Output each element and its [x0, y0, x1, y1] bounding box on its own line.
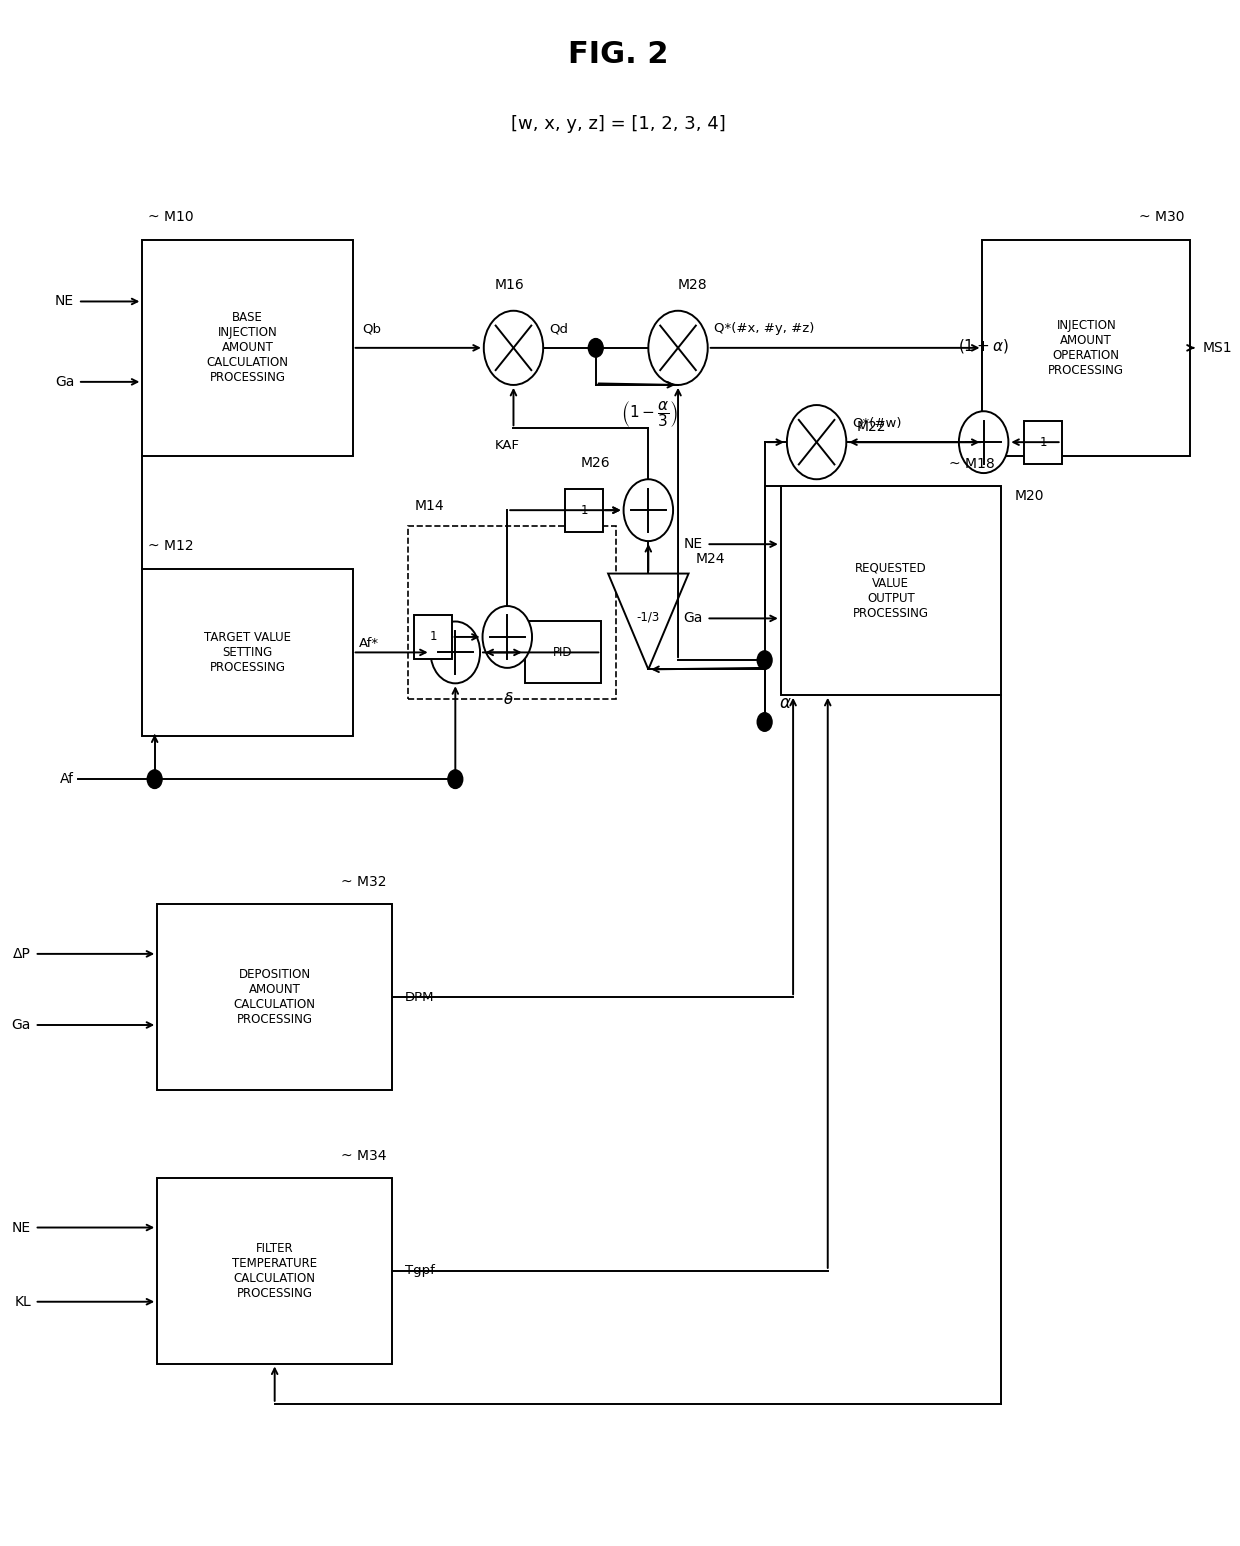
- Text: Q*(#x, #y, #z): Q*(#x, #y, #z): [714, 323, 815, 335]
- Text: ~ M34: ~ M34: [341, 1149, 386, 1163]
- Text: 1: 1: [580, 504, 588, 516]
- Text: M22: M22: [856, 421, 885, 434]
- Text: Af*: Af*: [358, 637, 379, 649]
- Text: Ga: Ga: [683, 611, 703, 626]
- Text: FIG. 2: FIG. 2: [568, 40, 668, 68]
- Circle shape: [959, 411, 1008, 473]
- Polygon shape: [608, 574, 688, 669]
- Circle shape: [588, 339, 603, 357]
- Text: 1: 1: [1039, 436, 1047, 448]
- Circle shape: [758, 713, 773, 731]
- Circle shape: [430, 621, 480, 683]
- Text: M20: M20: [1014, 489, 1044, 502]
- Bar: [565, 489, 603, 532]
- Circle shape: [448, 770, 463, 788]
- Text: ~ M30: ~ M30: [1138, 210, 1184, 224]
- Bar: [1024, 421, 1061, 464]
- Text: M24: M24: [696, 552, 725, 566]
- Text: $\alpha$: $\alpha$: [780, 694, 792, 713]
- Text: Ga: Ga: [55, 374, 74, 390]
- Text: Qb: Qb: [362, 323, 382, 335]
- Text: MS1: MS1: [1203, 340, 1233, 356]
- Text: NE: NE: [55, 294, 74, 309]
- Circle shape: [482, 606, 532, 668]
- Bar: [982, 240, 1190, 456]
- Text: BASE
INJECTION
AMOUNT
CALCULATION
PROCESSING: BASE INJECTION AMOUNT CALCULATION PROCES…: [206, 311, 289, 385]
- Text: DEPOSITION
AMOUNT
CALCULATION
PROCESSING: DEPOSITION AMOUNT CALCULATION PROCESSING: [233, 968, 316, 1027]
- Bar: [143, 240, 352, 456]
- Text: Ga: Ga: [11, 1017, 31, 1033]
- Text: M26: M26: [580, 456, 610, 470]
- Bar: [157, 1178, 392, 1364]
- Bar: [157, 904, 392, 1090]
- Text: INJECTION
AMOUNT
OPERATION
PROCESSING: INJECTION AMOUNT OPERATION PROCESSING: [1048, 318, 1125, 377]
- Text: ~ M10: ~ M10: [149, 210, 195, 224]
- Text: [w, x, y, z] = [1, 2, 3, 4]: [w, x, y, z] = [1, 2, 3, 4]: [511, 114, 725, 133]
- Text: M16: M16: [495, 278, 525, 292]
- Bar: [143, 569, 352, 736]
- Text: ~ M12: ~ M12: [149, 540, 195, 553]
- Text: ~ M18: ~ M18: [949, 456, 994, 470]
- Text: Af: Af: [61, 771, 74, 787]
- Text: M14: M14: [414, 499, 444, 513]
- Text: 1: 1: [429, 631, 436, 643]
- Circle shape: [758, 651, 773, 669]
- Text: KL: KL: [14, 1294, 31, 1309]
- Text: ~ M32: ~ M32: [341, 875, 386, 889]
- Text: REQUESTED
VALUE
OUTPUT
PROCESSING: REQUESTED VALUE OUTPUT PROCESSING: [853, 561, 929, 620]
- Text: ΔP: ΔP: [14, 946, 31, 962]
- Bar: [781, 485, 1001, 696]
- Circle shape: [624, 479, 673, 541]
- Text: Q*(#w): Q*(#w): [852, 417, 901, 430]
- Text: Tgpf: Tgpf: [404, 1265, 434, 1277]
- Bar: [414, 615, 451, 659]
- Circle shape: [787, 405, 847, 479]
- Text: FILTER
TEMPERATURE
CALCULATION
PROCESSING: FILTER TEMPERATURE CALCULATION PROCESSIN…: [232, 1241, 317, 1300]
- Circle shape: [649, 311, 708, 385]
- Text: KAF: KAF: [495, 439, 520, 451]
- Text: $\left(1 - \dfrac{\alpha}{3}\right)$: $\left(1 - \dfrac{\alpha}{3}\right)$: [621, 399, 678, 430]
- Text: NE: NE: [12, 1220, 31, 1235]
- Text: M28: M28: [678, 278, 708, 292]
- Text: PID: PID: [553, 646, 573, 659]
- Circle shape: [148, 770, 162, 788]
- Text: $(1 + \alpha)$: $(1 + \alpha)$: [959, 337, 1009, 356]
- Text: DPM: DPM: [404, 991, 434, 1003]
- Text: TARGET VALUE
SETTING
PROCESSING: TARGET VALUE SETTING PROCESSING: [203, 631, 291, 674]
- Bar: [408, 526, 616, 699]
- Bar: [525, 621, 601, 683]
- Text: NE: NE: [683, 536, 703, 552]
- Text: -1/3: -1/3: [636, 611, 660, 623]
- Text: $\delta$: $\delta$: [503, 691, 513, 707]
- Text: Qd: Qd: [549, 323, 568, 335]
- Circle shape: [484, 311, 543, 385]
